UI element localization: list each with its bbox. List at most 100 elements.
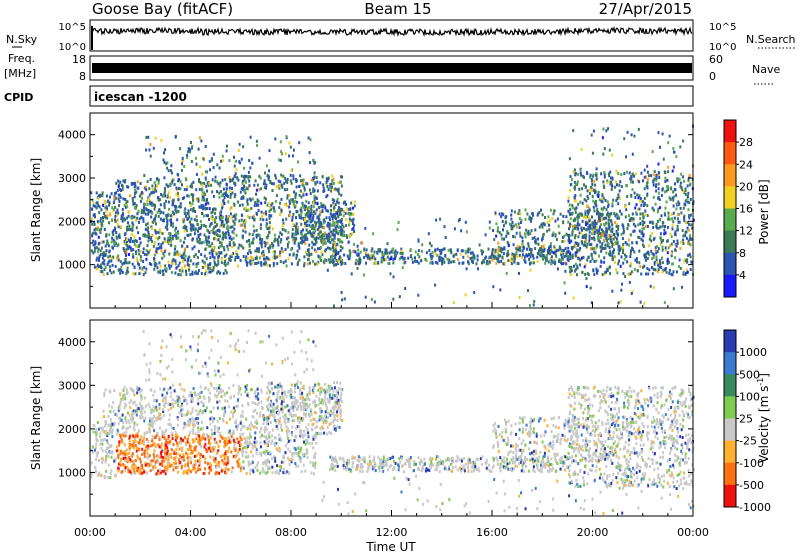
data-cell [337, 400, 340, 404]
data-cell [178, 399, 181, 403]
data-cell [636, 260, 638, 264]
data-cell [346, 207, 349, 211]
data-cell [122, 261, 125, 265]
data-cell [645, 175, 647, 179]
data-cell [632, 222, 635, 226]
data-cell [596, 208, 599, 212]
data-cell [265, 164, 268, 168]
data-cell [364, 295, 367, 299]
data-cell [161, 232, 164, 236]
data-cell [265, 256, 268, 259]
data-cell [223, 462, 226, 466]
data-cell [331, 174, 334, 178]
data-cell [326, 239, 329, 243]
data-cell [171, 179, 174, 183]
data-cell [529, 216, 532, 220]
data-cell [189, 412, 192, 416]
data-cell [573, 224, 576, 228]
data-cell [622, 231, 625, 235]
data-cell [126, 238, 128, 242]
data-cell [599, 264, 602, 268]
data-cell [148, 463, 151, 467]
data-cell [652, 286, 655, 289]
data-cell [598, 227, 601, 231]
data-cell [652, 226, 655, 229]
data-cell [260, 210, 263, 214]
data-cell [577, 242, 580, 246]
data-cell [222, 272, 225, 275]
data-cell [514, 223, 517, 227]
data-cell [190, 444, 193, 448]
data-cell [310, 212, 313, 215]
data-cell [106, 263, 109, 267]
data-cell [197, 451, 200, 455]
data-cell [338, 229, 341, 233]
data-cell [555, 249, 558, 253]
data-cell [591, 189, 593, 192]
data-cell [279, 201, 282, 205]
data-cell [225, 231, 227, 235]
data-cell [198, 412, 201, 416]
data-cell [655, 189, 658, 193]
data-cell [611, 258, 614, 261]
data-cell [676, 228, 679, 232]
data-cell [209, 466, 212, 470]
data-cell [208, 251, 211, 255]
data-cell [335, 250, 337, 254]
data-cell [660, 238, 663, 241]
data-cell [132, 248, 135, 252]
data-cell [326, 185, 329, 188]
data-cell [94, 446, 97, 450]
data-cell [190, 141, 192, 144]
data-cell [251, 238, 254, 242]
data-cell [98, 205, 101, 209]
data-cell [159, 264, 162, 268]
data-cell [134, 444, 137, 448]
data-cell [142, 211, 145, 215]
data-cell [312, 259, 314, 263]
data-cell [140, 438, 143, 442]
data-cell [588, 234, 591, 238]
data-cell [151, 459, 154, 463]
data-cell [687, 178, 690, 182]
data-cell [224, 268, 227, 272]
data-cell [209, 244, 212, 248]
data-cell [364, 252, 367, 256]
data-cell [129, 406, 132, 410]
data-cell [332, 220, 335, 224]
data-cell [665, 270, 668, 274]
data-cell [198, 442, 201, 446]
data-cell [152, 203, 155, 207]
data-cell [178, 411, 181, 414]
data-cell [584, 215, 587, 219]
data-cell [679, 266, 682, 270]
data-cell [293, 418, 296, 422]
data-cell [602, 246, 605, 250]
data-cell [138, 272, 141, 276]
data-cell [95, 469, 97, 473]
data-cell [221, 237, 224, 241]
data-cell [243, 219, 246, 223]
data-cell [497, 245, 500, 249]
data-cell [634, 258, 637, 262]
data-cell [170, 218, 173, 222]
data-cell [617, 214, 620, 218]
data-cell [258, 156, 261, 160]
data-cell [687, 191, 690, 195]
data-cell [691, 226, 694, 230]
data-cell [472, 252, 475, 256]
data-cell [305, 425, 308, 429]
data-cell [145, 208, 148, 212]
data-cell [537, 237, 539, 241]
data-cell [240, 244, 243, 248]
data-cell [177, 230, 179, 234]
data-cell [391, 250, 394, 254]
data-cell [373, 250, 376, 254]
data-cell [611, 244, 614, 248]
data-cell [98, 427, 100, 431]
data-cell [109, 195, 111, 199]
data-cell [573, 264, 575, 268]
data-cell [133, 462, 135, 466]
data-cell [94, 205, 97, 209]
